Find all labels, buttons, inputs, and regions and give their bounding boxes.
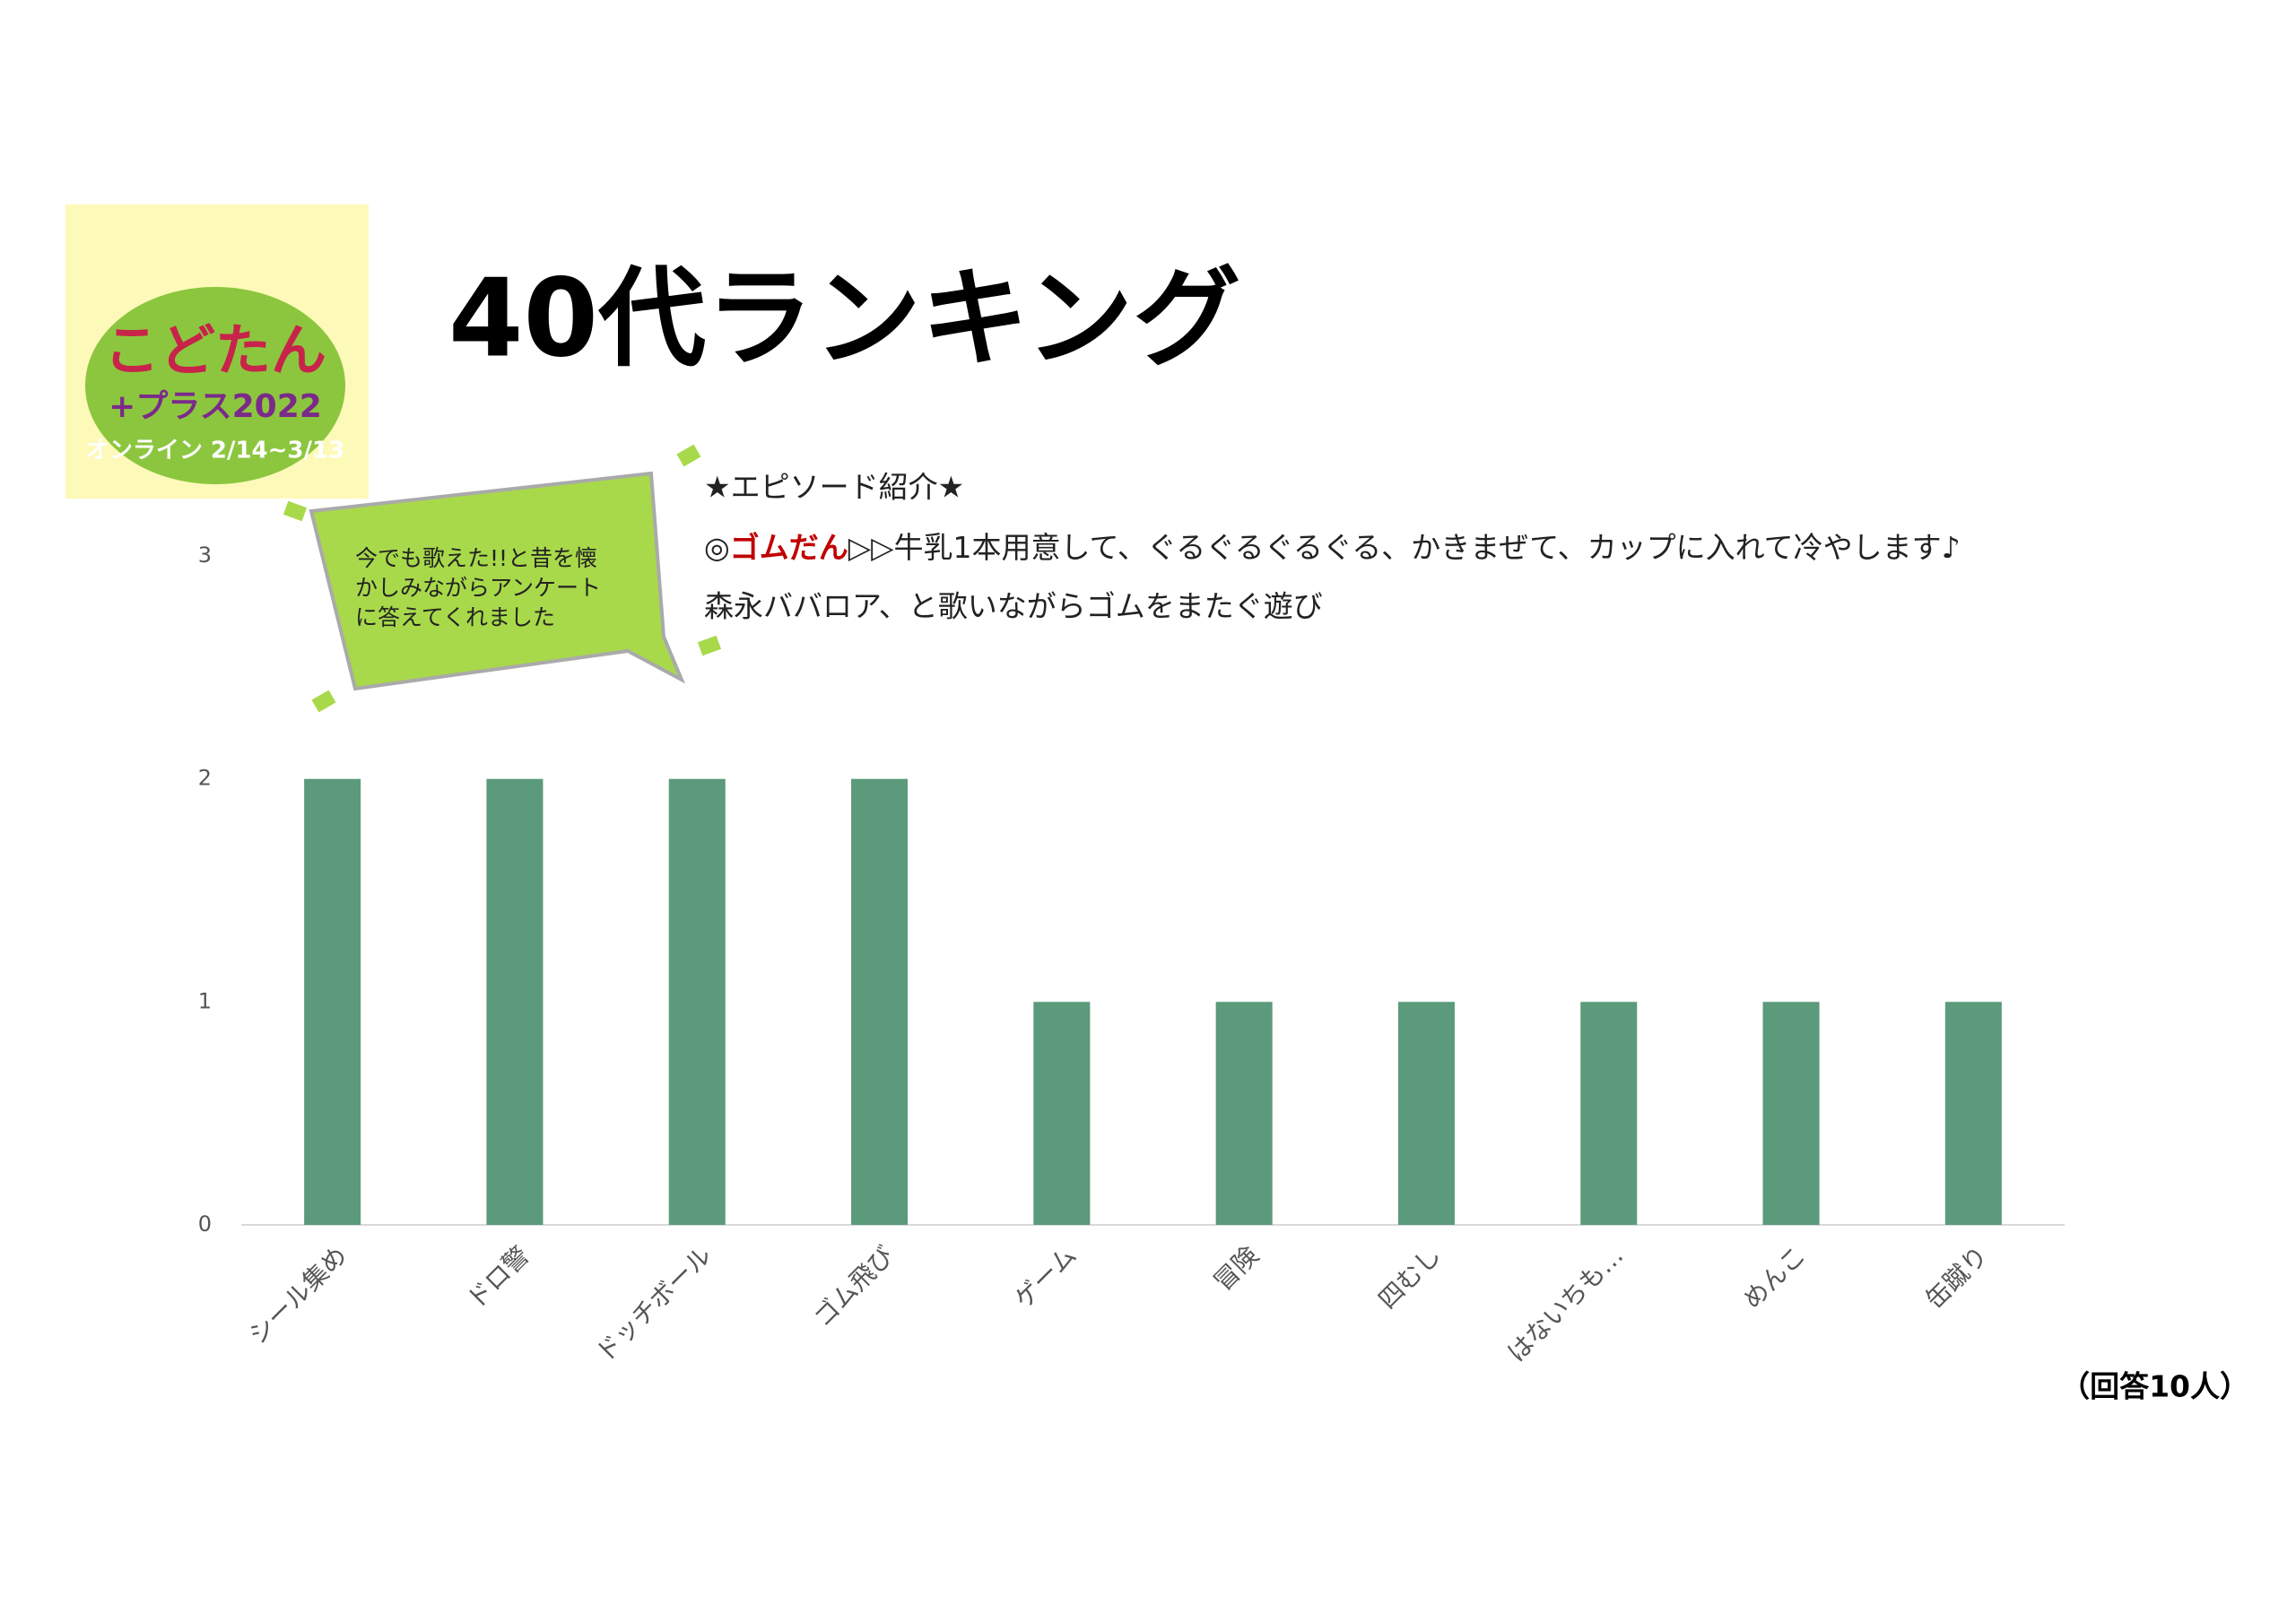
x-tick-label: ドッチボール <box>590 1240 718 1367</box>
x-tick-label: 冒険 <box>1208 1240 1265 1297</box>
y-tick-label: 0 <box>198 1211 212 1237</box>
bar <box>1215 1002 1273 1225</box>
logo: こどたん +プラス2022 オンライン 2/14~3/13 <box>65 204 369 499</box>
callout-deco <box>311 690 336 713</box>
logo-blob <box>85 287 345 484</box>
callout-deco <box>676 444 701 467</box>
callout-deco <box>697 635 722 656</box>
x-tick-label: ゲーム <box>1008 1240 1082 1314</box>
bar <box>851 778 909 1225</box>
bar <box>1033 1002 1091 1225</box>
x-tick-label: はないちも… <box>1501 1240 1629 1367</box>
x-tick-label: 四むし <box>1372 1240 1447 1315</box>
y-tick-label: 2 <box>198 766 212 791</box>
callout-text: かしみながらアンケート <box>355 575 601 601</box>
chart-title: 40代ランキング <box>448 257 1240 382</box>
x-tick-label: ゴム飛び <box>808 1240 900 1332</box>
x-tick-label: 缶蹴り <box>1919 1240 1994 1315</box>
logo-text: +プラス2022 <box>109 388 322 425</box>
episode-highlight: ゴムだん <box>730 530 848 565</box>
respondents: （回答10人） <box>2060 1369 2249 1404</box>
x-tick-label: ドロ警 <box>461 1240 535 1315</box>
callout-shape <box>309 471 685 691</box>
logo-text: オンライン 2/14~3/13 <box>86 438 344 464</box>
episode-line: ◎ゴムだん▷▷牛乳1本用意して、ぐるぐるぐるぐる、かきまぜて、カップに入れて冷や… <box>704 530 1961 565</box>
episode-line: 森永ババロア、と歌いながらゴムをまたぐ遊び <box>704 589 1323 624</box>
logo-text: こどたん <box>104 317 326 383</box>
x-tick-label: めんこ <box>1737 1240 1812 1315</box>
bar <box>304 778 361 1225</box>
bar <box>668 778 726 1225</box>
callout-deco <box>283 500 308 522</box>
episode-heading: ★エピソード紹介★ <box>704 470 964 505</box>
callout-text: に答えてくれました <box>355 604 555 630</box>
bar <box>1580 1002 1638 1225</box>
x-tick-label: シール集め <box>243 1240 352 1350</box>
episode-text: ▷▷牛乳1本用意して、ぐるぐるぐるぐる、かきまぜて、カップに入れて冷やします♪ <box>848 530 1961 565</box>
bar <box>1762 1002 1820 1225</box>
callout: 今でも歌えた!!と昔を懐 かしみながらアンケート に答えてくれました <box>283 444 722 713</box>
bar <box>1944 1002 2002 1225</box>
bar <box>486 778 544 1225</box>
y-tick-label: 1 <box>198 988 212 1013</box>
episode-prefix: ◎ <box>704 530 730 565</box>
bar <box>1397 1002 1455 1225</box>
y-tick-label: 3 <box>198 542 212 568</box>
callout-text: 今でも歌えた!!と昔を懐 <box>355 545 597 571</box>
